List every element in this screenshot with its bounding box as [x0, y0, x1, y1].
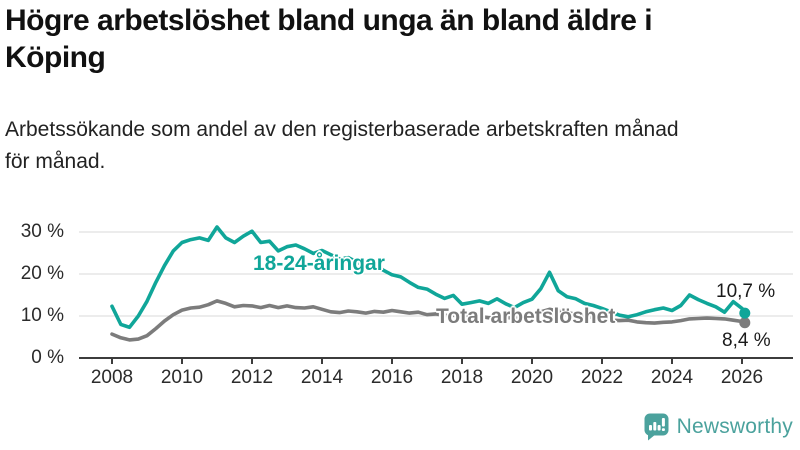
newsworthy-logo: Newsworthy: [644, 413, 793, 441]
page-title: Högre arbetslöshet bland unga än bland ä…: [5, 2, 797, 76]
page-title-line-2: Köping: [5, 41, 106, 74]
chart-subtitle: Arbetssökande som andel av den registerb…: [5, 114, 797, 178]
bar-chart-speech-bubble-icon: [644, 413, 669, 441]
newsworthy-logo-text: Newsworthy: [676, 415, 793, 438]
series-end-dot-18-24-åringar: [739, 307, 751, 319]
chart-subtitle-line-1: Arbetssökande som andel av den registerb…: [5, 118, 679, 141]
series-end-dot-Total arbetslöshet: [739, 317, 751, 329]
chart-subtitle-line-2: för månad.: [5, 150, 106, 173]
series-line-Total arbetslöshet: [110, 299, 747, 342]
page-title-line-1: Högre arbetslöshet bland unga än bland ä…: [5, 4, 653, 37]
series-line-18-24-åringar: [110, 225, 747, 330]
